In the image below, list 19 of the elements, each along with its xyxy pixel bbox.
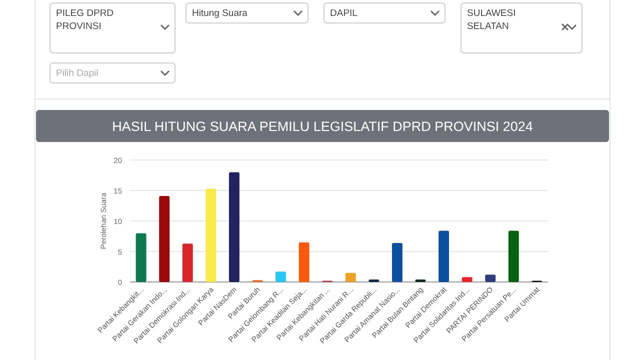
bar xyxy=(438,230,450,282)
text: Hitung Suara xyxy=(192,8,248,19)
text: SULAWESI SELATAN xyxy=(467,8,516,32)
bar xyxy=(298,242,310,282)
text: PILEG DPRD PROVINSI xyxy=(56,8,114,32)
bar xyxy=(345,272,356,282)
bar xyxy=(206,188,216,282)
text: DAPIL xyxy=(330,8,358,19)
bar xyxy=(462,277,472,282)
bar xyxy=(159,196,170,282)
bar xyxy=(276,272,286,282)
bar xyxy=(182,244,193,282)
bar xyxy=(392,242,402,282)
chart-title: HASIL HITUNG SUARA PEMILU LEGISLATIF DPRD PROVINSI 2024 xyxy=(112,119,534,134)
bar xyxy=(485,274,496,282)
bar xyxy=(228,172,240,282)
bar xyxy=(508,230,519,282)
text: Pilih Dapil xyxy=(56,68,98,79)
bar xyxy=(136,233,146,282)
